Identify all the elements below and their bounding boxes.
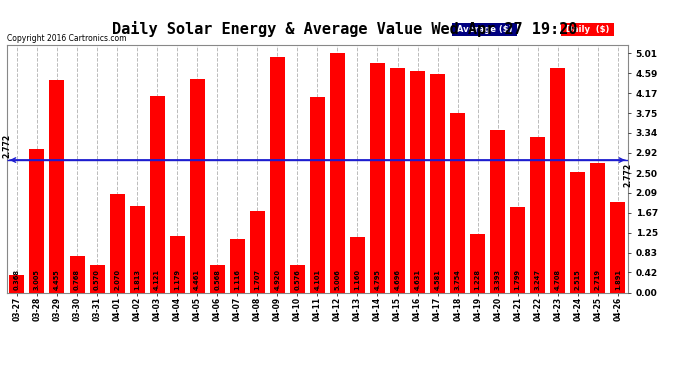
Text: 1.160: 1.160	[355, 269, 360, 290]
Bar	[230, 239, 245, 292]
Text: 4.455: 4.455	[54, 269, 60, 290]
Text: 3.247: 3.247	[535, 269, 541, 290]
Text: 1.799: 1.799	[515, 269, 521, 290]
Bar	[450, 113, 465, 292]
Bar	[470, 234, 485, 292]
Text: 1.707: 1.707	[255, 269, 260, 290]
Bar	[510, 207, 525, 292]
Bar	[370, 63, 385, 292]
Bar	[30, 149, 44, 292]
Text: Daily  ($): Daily ($)	[562, 25, 612, 34]
Text: 4.101: 4.101	[315, 269, 320, 290]
Text: 0.570: 0.570	[94, 269, 100, 290]
Text: 4.461: 4.461	[194, 269, 200, 290]
Bar	[190, 80, 205, 292]
Text: 5.006: 5.006	[335, 269, 340, 290]
Text: 1.179: 1.179	[174, 269, 180, 290]
Text: 2.719: 2.719	[595, 269, 601, 290]
Text: 1.813: 1.813	[134, 269, 140, 290]
Bar	[170, 236, 185, 292]
Text: 4.920: 4.920	[275, 269, 280, 290]
Bar	[430, 74, 445, 292]
Bar	[130, 206, 145, 292]
Bar	[390, 68, 405, 292]
Text: 2.772: 2.772	[2, 134, 12, 158]
Bar	[530, 137, 545, 292]
Text: 1.228: 1.228	[475, 269, 481, 290]
Bar	[70, 256, 85, 292]
Text: 2.772: 2.772	[623, 162, 633, 187]
Bar	[270, 57, 285, 292]
Bar	[210, 266, 225, 292]
Bar	[350, 237, 365, 292]
Text: 4.581: 4.581	[435, 269, 441, 290]
Bar	[310, 96, 325, 292]
Text: 4.795: 4.795	[375, 269, 380, 290]
Bar	[410, 71, 425, 292]
Bar	[551, 68, 565, 292]
Text: 2.070: 2.070	[114, 269, 120, 290]
Bar	[50, 80, 64, 292]
Text: Copyright 2016 Cartronics.com: Copyright 2016 Cartronics.com	[7, 33, 126, 42]
Text: 3.005: 3.005	[34, 269, 40, 290]
Text: 0.568: 0.568	[214, 269, 220, 290]
Text: Average ($): Average ($)	[454, 25, 515, 34]
Text: 1.116: 1.116	[235, 269, 240, 290]
Bar	[571, 172, 585, 292]
Bar	[290, 265, 305, 292]
Text: 4.631: 4.631	[415, 269, 421, 290]
Text: 4.121: 4.121	[154, 269, 160, 290]
Text: 4.696: 4.696	[395, 269, 400, 290]
Text: 0.768: 0.768	[74, 269, 80, 290]
Text: 4.708: 4.708	[555, 269, 561, 290]
Text: 2.515: 2.515	[575, 269, 581, 290]
Text: 3.393: 3.393	[495, 269, 501, 290]
Bar	[330, 53, 345, 292]
Bar	[10, 275, 24, 292]
Bar	[250, 211, 265, 292]
Text: 0.576: 0.576	[295, 269, 300, 290]
Text: 3.754: 3.754	[455, 269, 461, 290]
Bar	[150, 96, 165, 292]
Bar	[490, 130, 505, 292]
Text: 0.368: 0.368	[14, 269, 20, 290]
Text: 1.891: 1.891	[615, 269, 621, 290]
Bar	[591, 163, 605, 292]
Bar	[611, 202, 625, 292]
Bar	[110, 194, 125, 292]
Bar	[90, 265, 105, 292]
Text: Daily Solar Energy & Average Value Wed Apr 27 19:20: Daily Solar Energy & Average Value Wed A…	[112, 21, 578, 37]
